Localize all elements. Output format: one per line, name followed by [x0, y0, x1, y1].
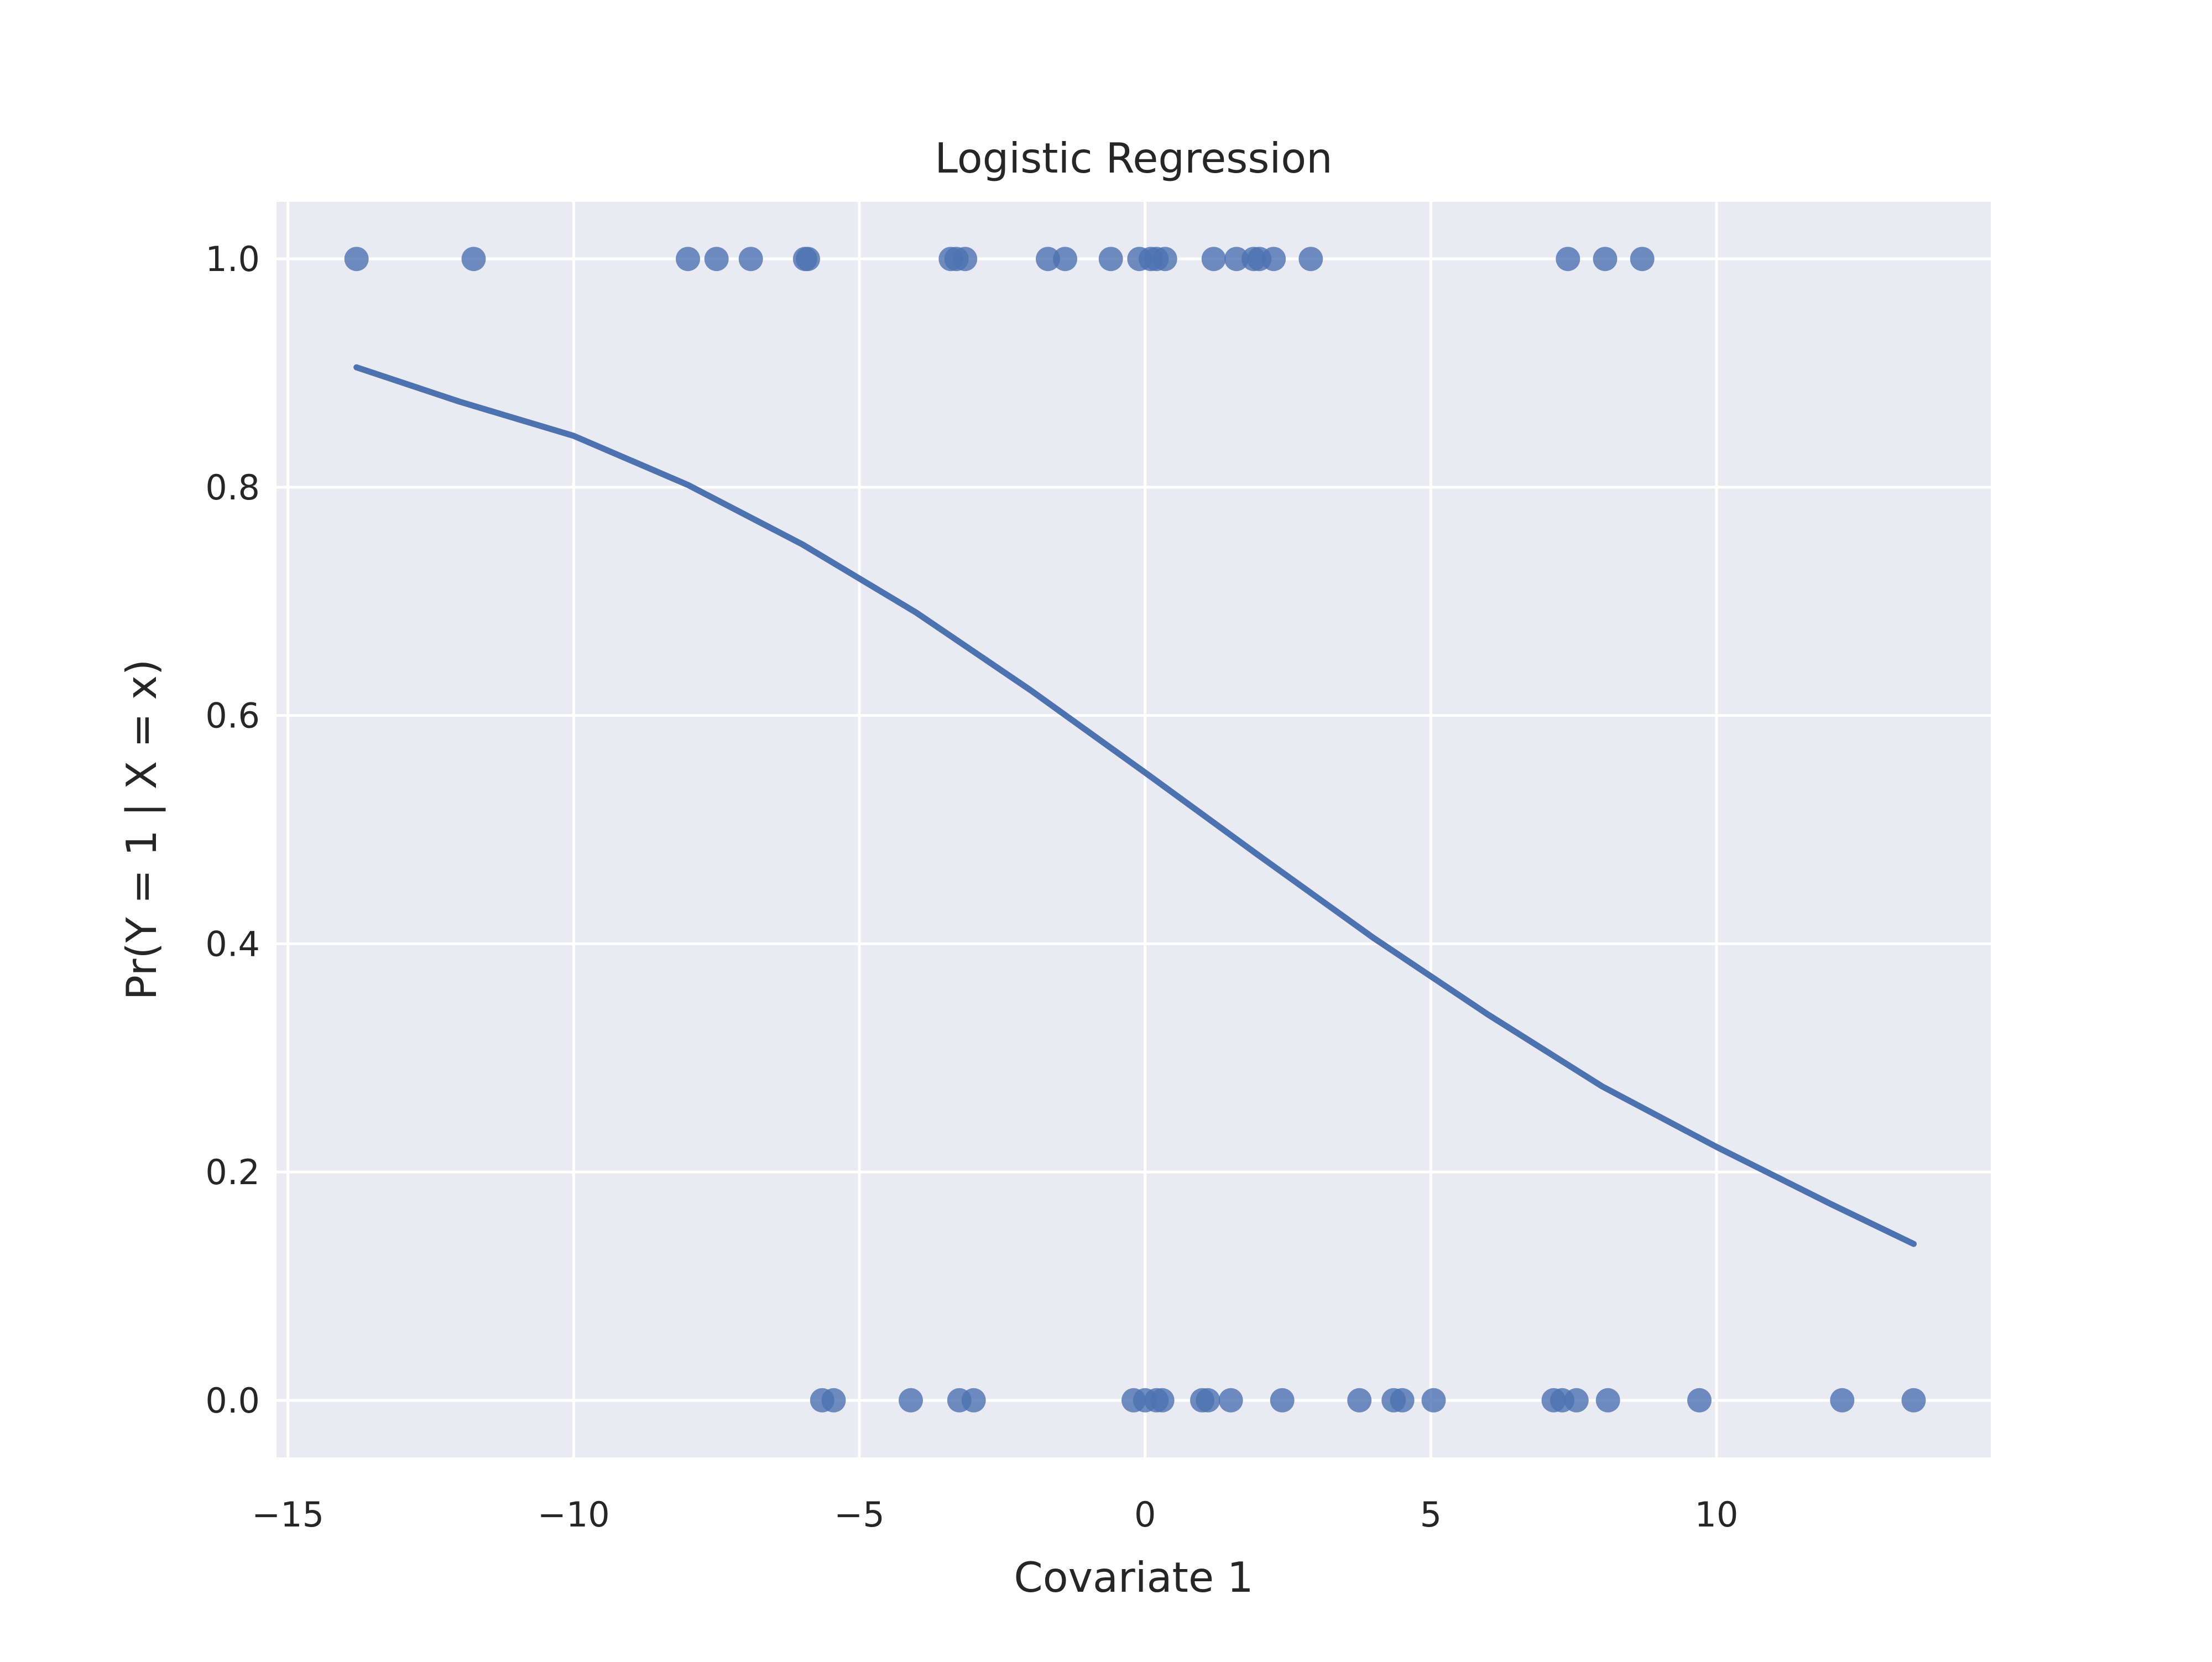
scatter-point [953, 247, 978, 272]
scatter-point [1098, 247, 1123, 272]
fitted-curve-layer [353, 364, 1917, 1247]
y-tick-label: 0.8 [205, 467, 260, 508]
scatter-point [1564, 1388, 1589, 1413]
scatter-point [461, 247, 486, 272]
y-axis-label: Pr(Y = 1 | X = x) [117, 659, 166, 1001]
scatter-point [1830, 1388, 1855, 1413]
y-tick-label: 0.4 [205, 924, 260, 964]
plot-area [276, 202, 1991, 1457]
scatter-point [738, 247, 763, 272]
scatter-point [1390, 1388, 1415, 1413]
scatter-point [1218, 1388, 1243, 1413]
scatter-point [1421, 1388, 1446, 1413]
scatter-points-layer [344, 247, 1926, 1413]
x-axis-label: Covariate 1 [1014, 1553, 1253, 1602]
scatter-point [1595, 1388, 1620, 1413]
scatter-point [704, 247, 729, 272]
scatter-point [961, 1388, 986, 1413]
x-tick-label: −5 [834, 1494, 884, 1535]
fitted-logistic-curve [353, 364, 1917, 1247]
scatter-point [1901, 1388, 1926, 1413]
scatter-point [1630, 247, 1655, 272]
scatter-point [796, 247, 820, 272]
scatter-point [899, 1388, 923, 1413]
chart-title: Logistic Regression [935, 134, 1332, 183]
scatter-point [1298, 247, 1323, 272]
tick-labels: −15 −10 −5 0 5 10 0.0 0.2 0.4 0.6 0.8 1.0 [205, 239, 1738, 1535]
x-tick-label: 0 [1134, 1494, 1156, 1535]
scatter-point [1556, 247, 1580, 272]
scatter-point [1270, 1388, 1295, 1413]
scatter-point [1150, 1388, 1175, 1413]
scatter-point [676, 247, 700, 272]
x-tick-label: −15 [252, 1494, 324, 1535]
scatter-point [1036, 247, 1060, 272]
scatter-point [1201, 247, 1226, 272]
y-tick-label: 0.0 [205, 1380, 260, 1421]
y-tick-label: 0.2 [205, 1152, 260, 1192]
x-tick-label: −10 [538, 1494, 610, 1535]
scatter-point [344, 247, 369, 272]
scatter-point [1152, 247, 1177, 272]
x-tick-label: 10 [1695, 1494, 1739, 1535]
scatter-point [821, 1388, 846, 1413]
grid-lines [276, 202, 1991, 1457]
scatter-point [1347, 1388, 1372, 1413]
y-tick-label: 1.0 [205, 239, 260, 279]
scatter-point [1224, 247, 1249, 272]
scatter-point [1261, 247, 1286, 272]
scatter-point [1196, 1388, 1220, 1413]
x-tick-label: 5 [1420, 1494, 1442, 1535]
scatter-point [1593, 247, 1618, 272]
y-tick-label: 0.6 [205, 696, 260, 736]
scatter-point [1687, 1388, 1712, 1413]
scatter-point [1053, 247, 1077, 272]
